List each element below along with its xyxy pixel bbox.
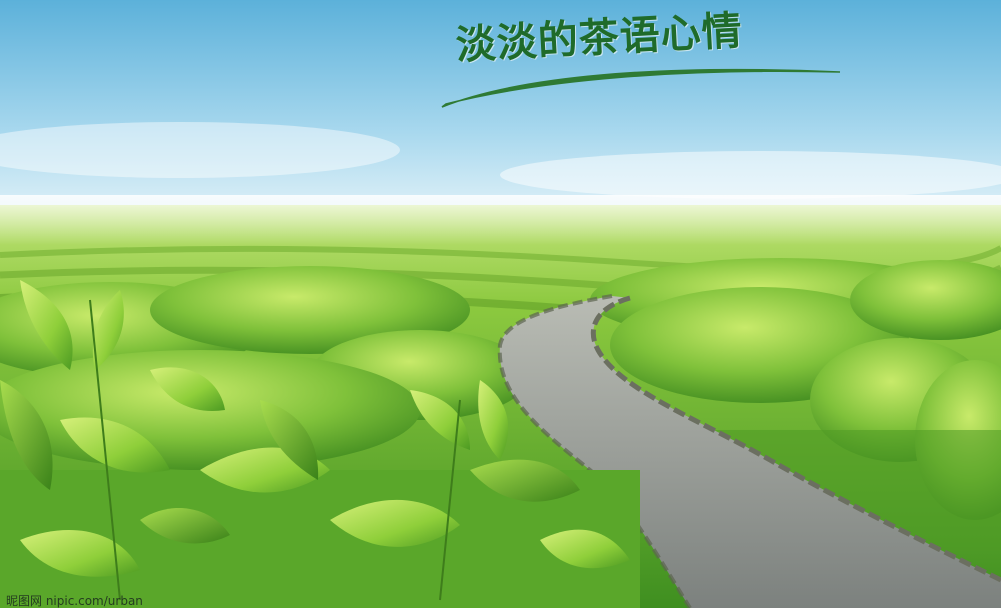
- left-tea-bushes: [0, 266, 530, 470]
- headline-underline-swoosh: [441, 68, 841, 108]
- horizon-haze: [0, 195, 1001, 245]
- watermark: 昵图网 nipic.com/urban: [6, 594, 143, 608]
- cloud: [0, 122, 400, 178]
- foreground-tea-leaves: [0, 280, 640, 608]
- garden-path: [497, 294, 1001, 608]
- cloud: [500, 151, 1001, 199]
